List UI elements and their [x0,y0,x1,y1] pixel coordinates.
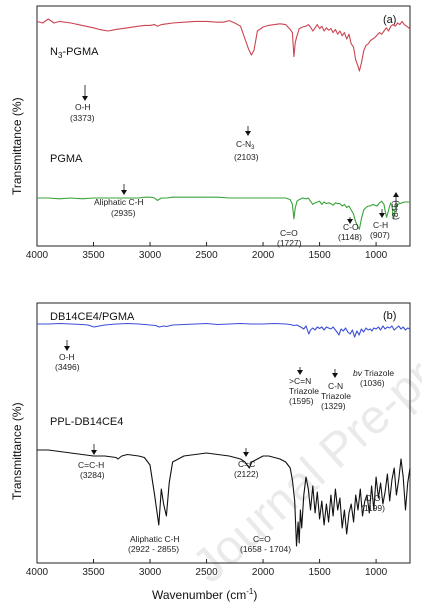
panel-a-xticks: 4000 3500 3000 2500 2000 1500 1000 [26,242,388,261]
annotation-845-a: (845) [390,192,400,220]
svg-text:>C=N: >C=N [289,376,311,386]
x-tick-label: 3000 [139,250,162,261]
svg-text:(3496): (3496) [55,362,80,372]
x-tick-label: 1000 [365,250,388,261]
svg-text:(2122): (2122) [234,469,259,479]
series-label-pgma: PGMA [50,153,83,165]
svg-text:bv Triazole: bv Triazole [353,368,394,378]
svg-text:(1329): (1329) [321,401,346,411]
panel-b-xticks: 4000 3500 3000 2500 2000 1500 1000 [26,559,388,578]
x-tick-label: 2000 [252,567,275,578]
panel-a: (a) 4000 3500 3000 2500 2000 1500 1000 N3-PGMA… [26,5,411,261]
svg-text:(2935): (2935) [111,208,136,218]
series-line-db14ce4-pgma [37,322,411,338]
annotation-cn-triazole-b: >C=N Triazole (1595) [289,367,319,406]
y-axis-label-a: Transmittance (%) [10,97,24,195]
watermark-text: Journal Pre-proof [183,305,422,593]
svg-text:C-N3: C-N3 [236,139,255,151]
svg-text:(2103): (2103) [234,152,259,162]
svg-text:(1199): (1199) [361,503,385,513]
series-line-pgma [37,196,410,230]
annotation-co-a: C=O (1727) [277,228,302,248]
series-line-n3-pgma [36,18,411,72]
annotation-cch-b: C=C-H (3284) [78,444,105,480]
annotation-aliphatic-a: Aliphatic C-H (2935) [94,184,144,218]
svg-text:O-H: O-H [75,102,91,112]
x-tick-label: 4000 [26,567,49,578]
svg-text:Aliphatic C-H: Aliphatic C-H [130,534,180,544]
svg-text:(3373): (3373) [70,113,95,123]
panel-b-label: (b) [383,310,396,322]
svg-text:C-O: C-O [365,493,381,503]
x-tick-label: 2000 [252,250,275,261]
svg-text:Aliphatic C-H: Aliphatic C-H [94,197,144,207]
x-tick-label: 1000 [365,567,388,578]
x-tick-label: 3500 [82,567,105,578]
panel-a-frame [36,5,411,247]
svg-text:C-N: C-N [328,381,343,391]
svg-text:(2922 - 2855): (2922 - 2855) [128,544,179,554]
annotation-co-b: C=O (1658 - 1704) [240,534,291,554]
annotation-c-n-b: C-N Triazole (1329) [321,369,351,411]
svg-text:Triazole: Triazole [321,391,351,401]
x-tick-label: 3000 [139,567,162,578]
svg-text:C=C-H: C=C-H [78,460,104,470]
x-tick-label: 1500 [308,567,331,578]
series-label-ppl-db14ce4: PPL-DB14CE4 [50,416,123,428]
svg-text:Triazole: Triazole [289,386,319,396]
svg-text:(3284): (3284) [80,470,105,480]
y-axis-label-b: Transmittance (%) [10,402,24,500]
panel-a-series [36,18,411,230]
x-tick-label: 2500 [195,250,218,261]
svg-text:C-H: C-H [373,220,388,230]
svg-text:(907): (907) [370,230,390,240]
annotation-c-o-b: C-O (1199) [361,493,385,513]
panel-b-frame [36,302,411,564]
x-tick-label: 1500 [308,250,331,261]
svg-text:C-O: C-O [343,222,359,232]
x-tick-label: 3500 [82,250,105,261]
svg-text:C=C: C=C [238,459,255,469]
series-label-db14ce4-pgma: DB14CE4/PGMA [50,311,135,323]
svg-text:(1727): (1727) [277,238,302,248]
panel-b-series [37,322,411,547]
x-tick-label: 4000 [26,250,49,261]
annotation-cn3-a: C-N3 (2103) [234,126,259,162]
annotation-ch-a: C-H (907) [370,209,390,240]
annotation-oh-a: O-H (3373) [70,85,95,123]
svg-text:(1036): (1036) [360,378,385,388]
svg-text:(1595): (1595) [289,396,314,406]
series-label-n3-pgma: N3-PGMA [50,46,99,60]
annotation-c-o-a: C-O (1148) [338,217,362,242]
series-line-ppl-db14ce4 [37,449,411,547]
svg-text:(1148): (1148) [338,232,362,242]
x-axis-label: Wavenumber (cm-1) [152,587,257,602]
annotation-cc-b: C=C (2122) [234,448,259,479]
svg-text:C=O: C=O [280,228,298,238]
annotation-aliphatic-b: Aliphatic C-H (2922 - 2855) [128,534,180,554]
panel-a-label: (a) [383,14,396,26]
annotation-oh-b: O-H (3496) [55,340,80,372]
svg-text:(845): (845) [390,200,400,220]
panel-b: (b) 4000 3500 3000 2500 2000 1500 1000 DB14CE4… [26,302,411,578]
annotation-bv-triazole-b: bv Triazole (1036) [353,368,394,388]
svg-text:O-H: O-H [59,352,75,362]
x-tick-label: 2500 [195,567,218,578]
svg-text:(1658 - 1704): (1658 - 1704) [240,544,291,554]
svg-text:C=O: C=O [253,534,271,544]
